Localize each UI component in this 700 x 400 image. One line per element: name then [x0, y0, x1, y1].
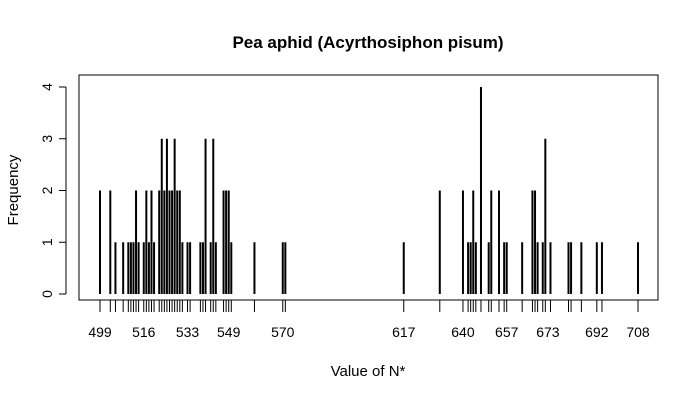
x-tick-label: 673	[536, 324, 560, 340]
x-tick-label: 708	[626, 324, 650, 340]
y-tick-label: 2	[39, 186, 55, 194]
x-tick-label: 499	[88, 324, 112, 340]
chart-title: Pea aphid (Acyrthosiphon pisum)	[232, 33, 503, 52]
y-axis: 0 1 2 3 4	[39, 83, 67, 298]
y-tick-label: 1	[39, 238, 55, 246]
x-tick-label: 657	[495, 324, 519, 340]
y-tick-label: 4	[39, 83, 55, 91]
spike-bars	[99, 87, 639, 294]
x-axis-label: Value of N*	[331, 363, 406, 380]
y-axis-label: Frequency	[5, 154, 22, 225]
y-tick-label: 0	[39, 290, 55, 298]
x-tick-label: 570	[271, 324, 295, 340]
x-tick-label: 549	[217, 324, 241, 340]
x-tick-label: 640	[451, 324, 475, 340]
x-tick-label: 533	[176, 324, 200, 340]
x-tick-label: 692	[585, 324, 609, 340]
x-tick-label: 516	[132, 324, 156, 340]
y-tick-label: 3	[39, 135, 55, 143]
x-tick-label: 617	[392, 324, 416, 340]
x-axis: 499 516 533 549 570 617 640 657 673 692 708	[88, 299, 650, 340]
